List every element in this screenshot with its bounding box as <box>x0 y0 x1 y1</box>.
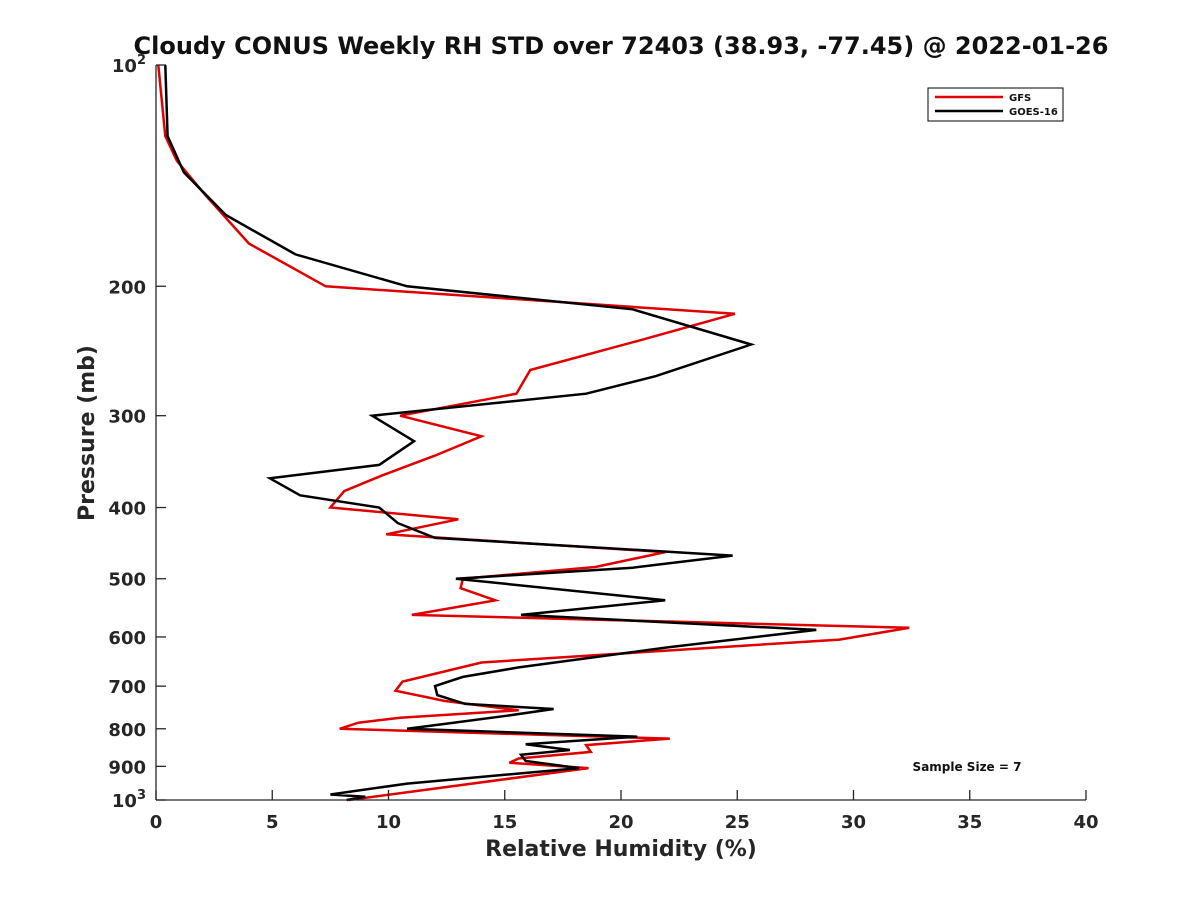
x-axis-label: Relative Humidity (%) <box>485 837 757 862</box>
y-ticks: 102 200 300 400 500 600 700 800 900 103 <box>108 53 166 812</box>
legend-box <box>927 87 1064 122</box>
y-tick-label: 700 <box>108 677 146 698</box>
x-tick-label: 30 <box>841 812 866 833</box>
series-line-gfs <box>157 64 910 802</box>
y-tick-label: 200 <box>108 277 146 298</box>
series-line-goes16 <box>164 64 817 802</box>
y-tick-label: 900 <box>108 757 146 778</box>
x-tick-label: 5 <box>266 812 279 833</box>
x-tick-label: 40 <box>1073 812 1098 833</box>
y-tick-label: 103 <box>112 788 146 812</box>
y-tick-label: 800 <box>108 720 146 741</box>
legend-label-goes16: GOES-16 <box>1009 107 1058 118</box>
x-tick-label: 0 <box>150 812 163 833</box>
legend: GFS GOES-16 <box>927 87 1064 122</box>
x-tick-label: 25 <box>725 812 750 833</box>
x-tick-label: 15 <box>492 812 517 833</box>
y-tick-label: 600 <box>108 628 146 649</box>
x-ticks: 0 5 10 15 20 25 30 35 40 <box>150 790 1099 833</box>
y-axis-label: Pressure (mb) <box>75 345 100 521</box>
y-tick-label: 300 <box>108 407 146 428</box>
chart-title: Cloudy CONUS Weekly RH STD over 72403 (3… <box>134 32 1109 60</box>
x-tick-label: 35 <box>957 812 982 833</box>
sample-size-annotation: Sample Size = 7 <box>913 760 1022 774</box>
x-tick-label: 20 <box>608 812 633 833</box>
y-tick-label: 500 <box>108 570 146 591</box>
y-tick-label: 102 <box>112 53 146 77</box>
x-tick-label: 10 <box>376 812 401 833</box>
series-layer <box>157 64 910 802</box>
axes-frame <box>155 65 1086 801</box>
legend-label-gfs: GFS <box>1009 93 1031 104</box>
y-tick-label: 400 <box>108 499 146 520</box>
